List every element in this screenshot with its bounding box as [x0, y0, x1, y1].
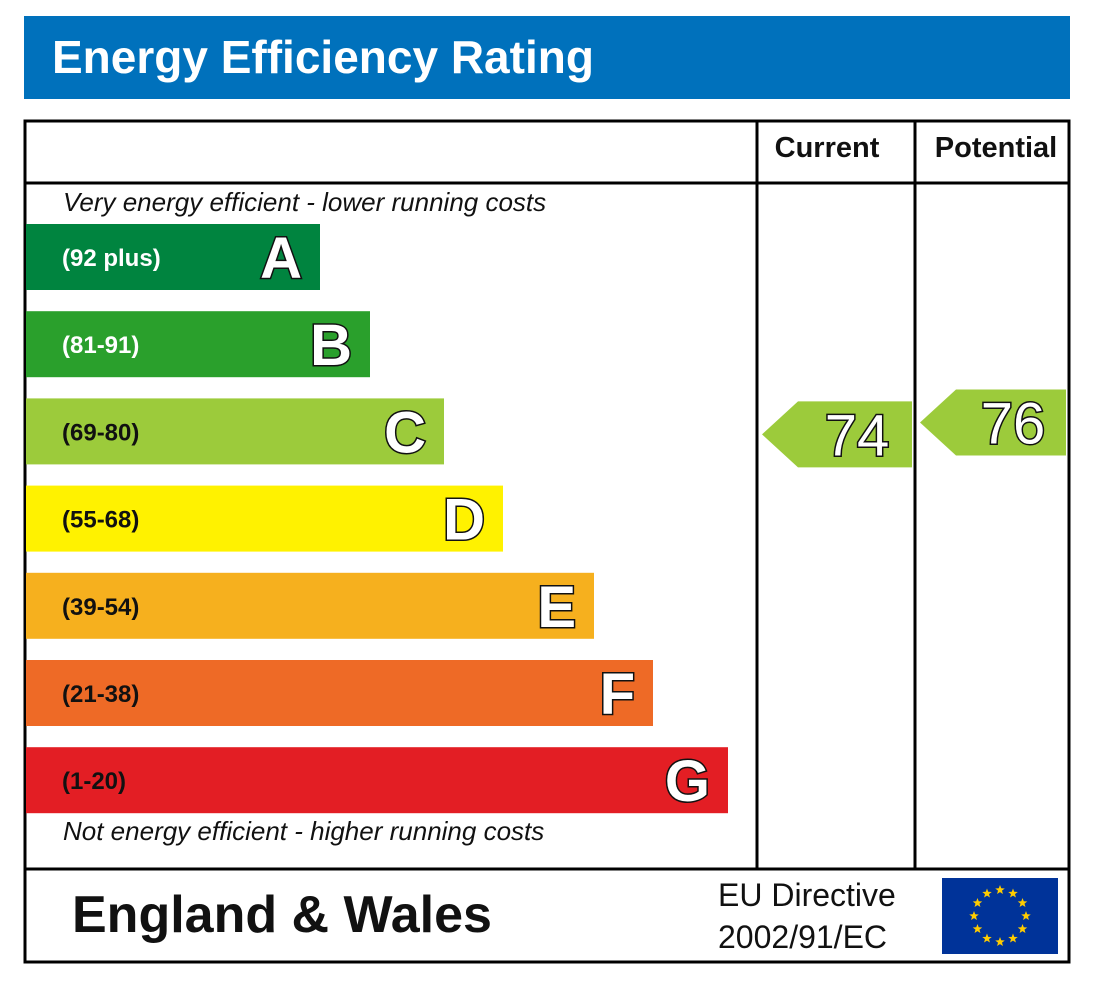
band-bar-b [26, 311, 370, 378]
band-bar-e [26, 572, 594, 639]
eu-star-icon [1017, 898, 1028, 908]
eu-star-icon [1021, 911, 1031, 921]
chart-frame [23, 119, 1071, 964]
current-column-header: Current [775, 132, 880, 164]
band-bar-g [26, 747, 728, 814]
band-letter-d: D [443, 488, 485, 553]
header-bar: Energy Efficiency Rating [24, 16, 1070, 99]
eu-star-icon [1008, 888, 1018, 898]
band-letter-a: A [260, 226, 302, 291]
potential-arrow [920, 389, 1066, 456]
top-note: Very energy efficient - lower running co… [63, 187, 546, 217]
eu-star-icon [982, 933, 992, 943]
eu-star-icon [995, 937, 1005, 947]
eu-star-icon [1008, 933, 1018, 943]
band-bar-d [26, 485, 503, 552]
band-range-c: (69-80) [62, 419, 139, 446]
page-title: Energy Efficiency Rating [52, 31, 594, 83]
current-value: 74 [825, 403, 890, 468]
eu-star-icon [969, 911, 979, 921]
eu-star-icon [972, 924, 983, 934]
region-label: England & Wales [72, 886, 492, 944]
eu-star-icon [972, 898, 983, 908]
eu-flag-icon [942, 878, 1058, 954]
band-range-a: (92 plus) [62, 245, 161, 272]
directive-number: 2002/91/EC [718, 919, 887, 955]
band-bar-f [26, 660, 653, 726]
potential-column-header: Potential [935, 132, 1057, 164]
band-letter-e: E [537, 575, 576, 640]
band-range-e: (39-54) [62, 594, 139, 621]
eu-star-icon [982, 888, 992, 898]
band-range-d: (55-68) [62, 507, 139, 534]
current-arrow [762, 401, 912, 468]
directive-label: EU Directive [718, 877, 896, 913]
band-letter-b: B [310, 313, 352, 378]
band-bar-c [26, 398, 444, 465]
rating-arrows: 74 76 [762, 389, 1066, 470]
band-range-f: (21-38) [62, 681, 139, 708]
band-letter-f: F [600, 662, 635, 727]
bottom-note: Not energy efficient - higher running co… [63, 816, 544, 846]
potential-value: 76 [981, 392, 1046, 457]
band-range-b: (81-91) [62, 332, 139, 359]
eu-star-icon [1017, 924, 1028, 934]
band-letter-g: G [665, 749, 710, 814]
eu-star-icon [995, 885, 1005, 895]
band-range-g: (1-20) [62, 768, 126, 795]
rating-bands: (92 plus) A (81-91) B (69-80) C (55-68) D (39-54… [26, 224, 728, 816]
band-letter-c: C [384, 400, 426, 465]
band-bar-a [26, 224, 320, 290]
